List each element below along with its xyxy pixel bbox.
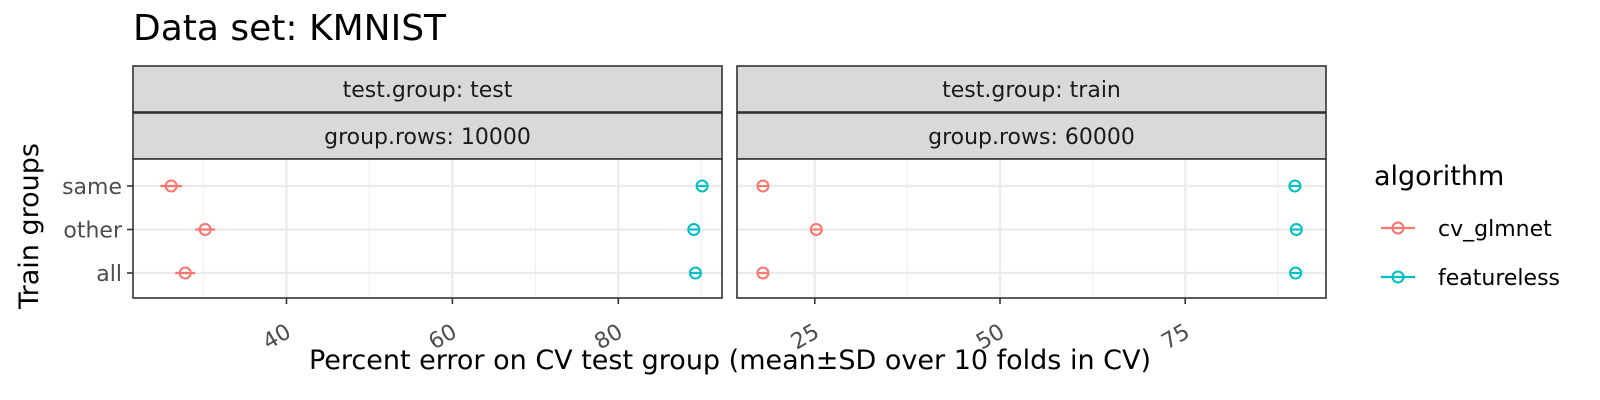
- facet-strip: [132, 112, 723, 160]
- y-axis-title: Train groups: [14, 143, 45, 310]
- y-axis: all other same: [62, 175, 133, 287]
- legend-title: algorithm: [1374, 161, 1504, 192]
- panel-border: [736, 158, 1327, 299]
- y-tick-label: all: [96, 262, 122, 287]
- y-tick-label: same: [62, 175, 122, 200]
- facet-strip: [132, 65, 723, 113]
- chart-title: Data set: KMNIST: [133, 8, 447, 49]
- facet-strip: [736, 65, 1327, 113]
- legend-label: featureless: [1438, 266, 1560, 291]
- y-tick-label: other: [63, 219, 123, 244]
- legend: algorithm cv_glmnet featureless: [1374, 161, 1560, 291]
- facet-strip: [736, 112, 1327, 160]
- x-tick-label: 40: [259, 320, 296, 356]
- facet-strip-label: test.group: train: [942, 78, 1121, 103]
- facet-strip-label: group.rows: 60000: [928, 125, 1135, 150]
- legend-label: cv_glmnet: [1438, 217, 1552, 242]
- facet-strip-label: group.rows: 10000: [324, 125, 531, 150]
- legend-key-point: [1391, 221, 1405, 235]
- x-axis-title: Percent error on CV test group (mean±SD …: [309, 345, 1151, 376]
- panel-border: [132, 158, 723, 299]
- x-tick-label: 75: [1157, 320, 1194, 356]
- legend-item-featureless: featureless: [1381, 266, 1560, 291]
- facet-strip-label: test.group: test: [343, 78, 513, 103]
- legend-item-cv_glmnet: cv_glmnet: [1381, 217, 1552, 242]
- legend-key-point: [1391, 270, 1405, 284]
